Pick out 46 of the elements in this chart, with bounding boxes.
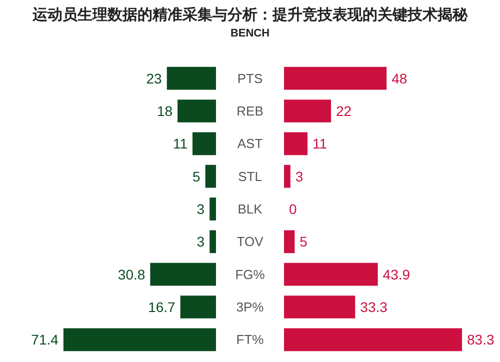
y-tick-label: REB (236, 104, 264, 118)
data-label: 33.3 (360, 299, 388, 315)
bar (284, 66, 387, 90)
data-label: 30.8 (118, 266, 146, 282)
bar (210, 230, 216, 254)
bar (284, 132, 308, 156)
bar (284, 230, 295, 254)
bar (210, 198, 216, 220)
bar (192, 132, 216, 156)
bar (63, 328, 216, 352)
y-tick-label: TOV (236, 234, 264, 250)
y-tick-label: BLK (238, 202, 263, 216)
bar (205, 164, 216, 188)
bar (284, 262, 378, 286)
data-label: 22 (336, 103, 352, 119)
bar (284, 296, 356, 318)
bar (150, 262, 216, 286)
text: BENCH (230, 28, 270, 40)
data-label: 11 (172, 136, 188, 152)
data-label: 5 (300, 234, 308, 250)
text: 运动员生理数据的精准采集与分析：提升竞技表现的关键技术揭秘 (32, 6, 468, 24)
data-label: 43.9 (382, 266, 410, 282)
y-tick-label: FG% (235, 266, 266, 282)
y-tick-label: PTS (237, 70, 263, 86)
bar (180, 296, 216, 318)
data-label: 5 (192, 168, 201, 184)
data-label: 3 (196, 201, 205, 217)
data-label: 23 (146, 70, 162, 86)
bar (166, 66, 216, 90)
bar (284, 164, 290, 188)
bar (284, 328, 462, 352)
y-tick-label: STL (238, 168, 262, 184)
data-label: 83.3 (467, 332, 494, 348)
data-label: 3 (295, 168, 304, 184)
data-label: 18 (156, 103, 173, 119)
y-tick-label: FT% (236, 332, 264, 348)
data-label: 48 (392, 70, 408, 86)
data-label: 16.7 (148, 299, 176, 315)
bar (178, 100, 216, 122)
bar (284, 100, 332, 122)
data-label: 71.4 (31, 332, 59, 348)
y-tick-label: 3P% (236, 300, 264, 314)
data-label: 0 (289, 201, 297, 217)
data-label: 3 (196, 234, 205, 250)
y-tick-label: AST (237, 136, 263, 152)
data-label: 11 (312, 136, 328, 152)
